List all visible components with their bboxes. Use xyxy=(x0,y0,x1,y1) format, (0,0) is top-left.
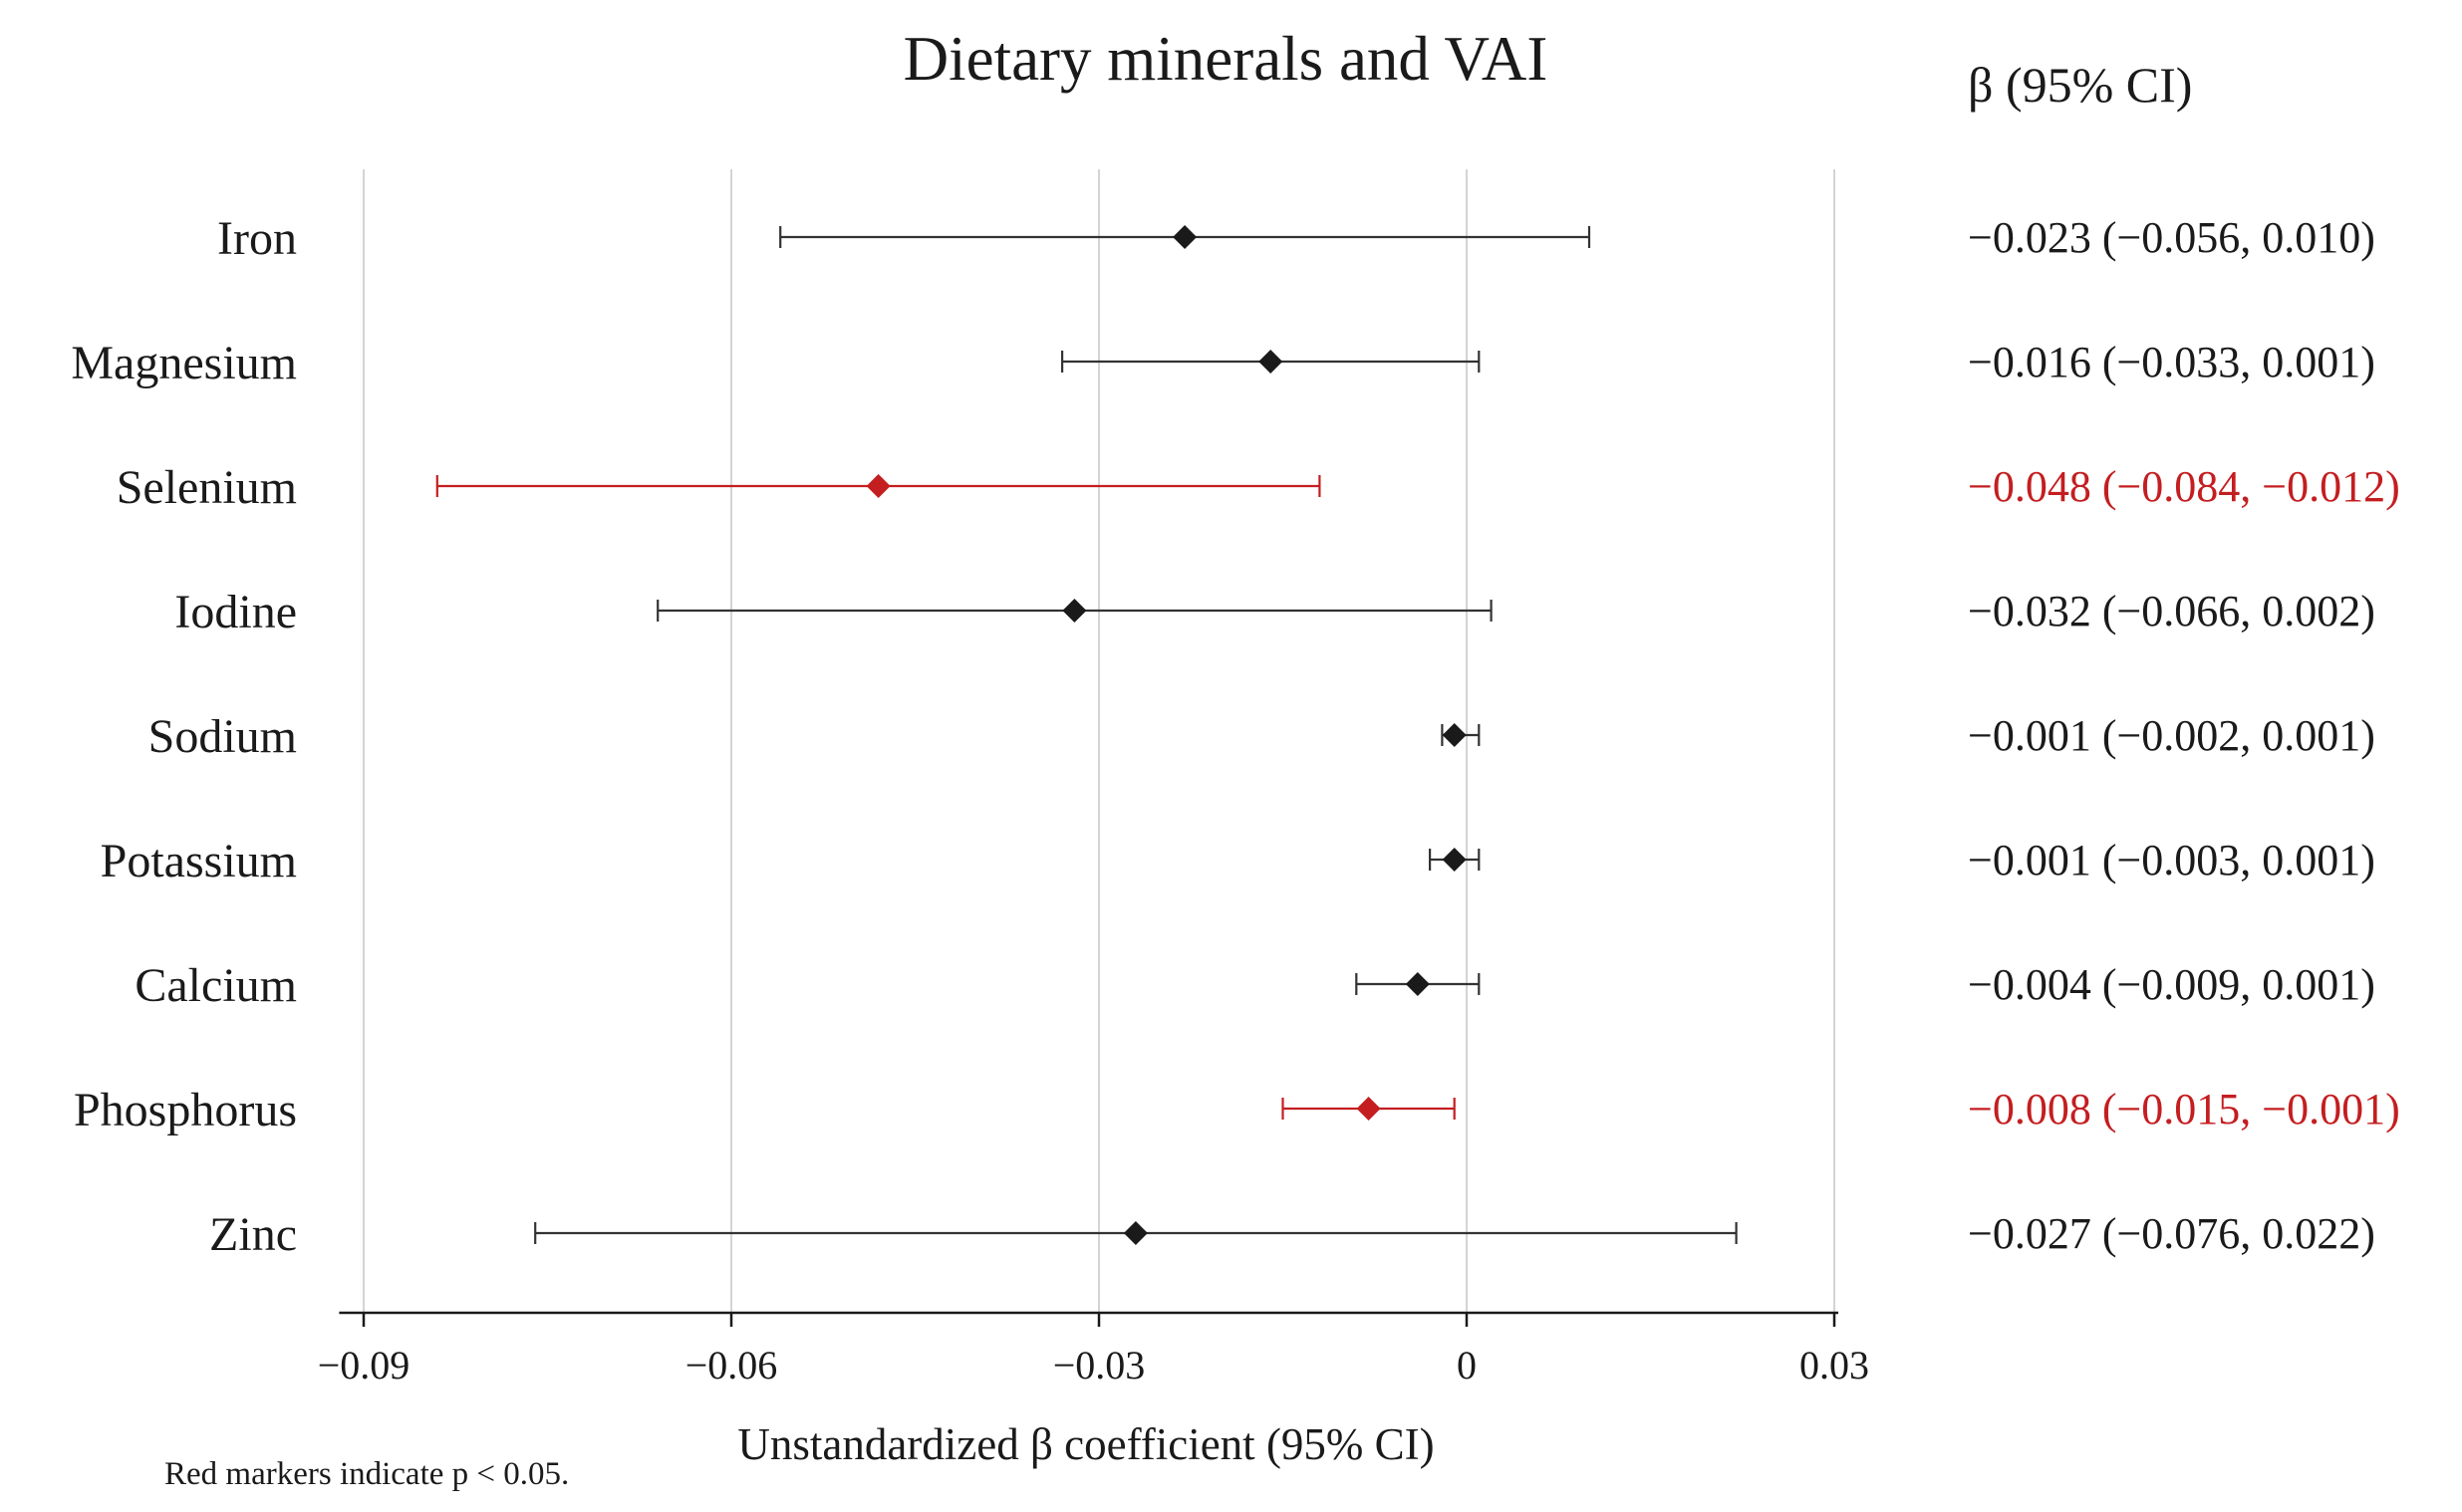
row-label: Potassium xyxy=(101,835,297,887)
row-label: Sodium xyxy=(148,710,297,763)
row-label: Magnesium xyxy=(71,337,297,389)
ci-value-text: −0.004 (−0.009, 0.001) xyxy=(1968,960,2375,1009)
estimate-marker xyxy=(1442,848,1467,872)
row-label: Calcium xyxy=(135,959,297,1012)
estimate-marker xyxy=(1062,599,1087,623)
row-label: Zinc xyxy=(209,1208,297,1261)
x-tick-label: −0.06 xyxy=(685,1343,778,1387)
estimate-marker xyxy=(1405,972,1430,996)
x-tick-label: −0.03 xyxy=(1053,1343,1146,1387)
ci-value-text: −0.008 (−0.015, −0.001) xyxy=(1968,1085,2400,1134)
ci-value-text: −0.001 (−0.003, 0.001) xyxy=(1968,836,2375,884)
estimate-marker xyxy=(866,474,891,498)
footnote: Red markers indicate p < 0.05. xyxy=(164,1456,569,1492)
row-label: Iodine xyxy=(174,586,297,638)
estimate-marker xyxy=(1258,350,1283,374)
estimate-marker xyxy=(1442,723,1467,747)
ci-value-text: −0.048 (−0.084, −0.012) xyxy=(1968,462,2400,511)
gridlines xyxy=(363,169,1835,1313)
x-axis-label: Unstandardized β coefficient (95% CI) xyxy=(737,1419,1434,1469)
row-label: Selenium xyxy=(117,461,297,514)
ci-value-text: −0.027 (−0.076, 0.022) xyxy=(1968,1209,2375,1258)
ci-value-text: −0.001 (−0.002, 0.001) xyxy=(1968,711,2375,760)
ci-value-text: −0.023 (−0.056, 0.010) xyxy=(1968,213,2375,262)
row-label: Phosphorus xyxy=(74,1084,297,1136)
plot-marks xyxy=(435,225,1738,1245)
text-labels: Dietary minerals and VAI β (95% CI) Unst… xyxy=(71,24,2399,1492)
ci-column-header: β (95% CI) xyxy=(1968,57,2192,113)
x-tick-label: −0.09 xyxy=(318,1343,410,1387)
estimate-marker xyxy=(1123,1221,1148,1245)
x-tick-label: 0 xyxy=(1457,1343,1477,1387)
chart-title: Dietary minerals and VAI xyxy=(904,24,1548,94)
estimate-marker xyxy=(1356,1097,1381,1121)
x-axis: −0.09 −0.06 −0.03 0 0.03 xyxy=(318,1311,1869,1387)
x-tick-label: 0.03 xyxy=(1799,1343,1869,1387)
ci-value-text: −0.032 (−0.066, 0.002) xyxy=(1968,587,2375,635)
estimate-marker xyxy=(1173,225,1198,249)
ci-value-text: −0.016 (−0.033, 0.001) xyxy=(1968,338,2375,386)
row-label: Iron xyxy=(217,212,297,265)
